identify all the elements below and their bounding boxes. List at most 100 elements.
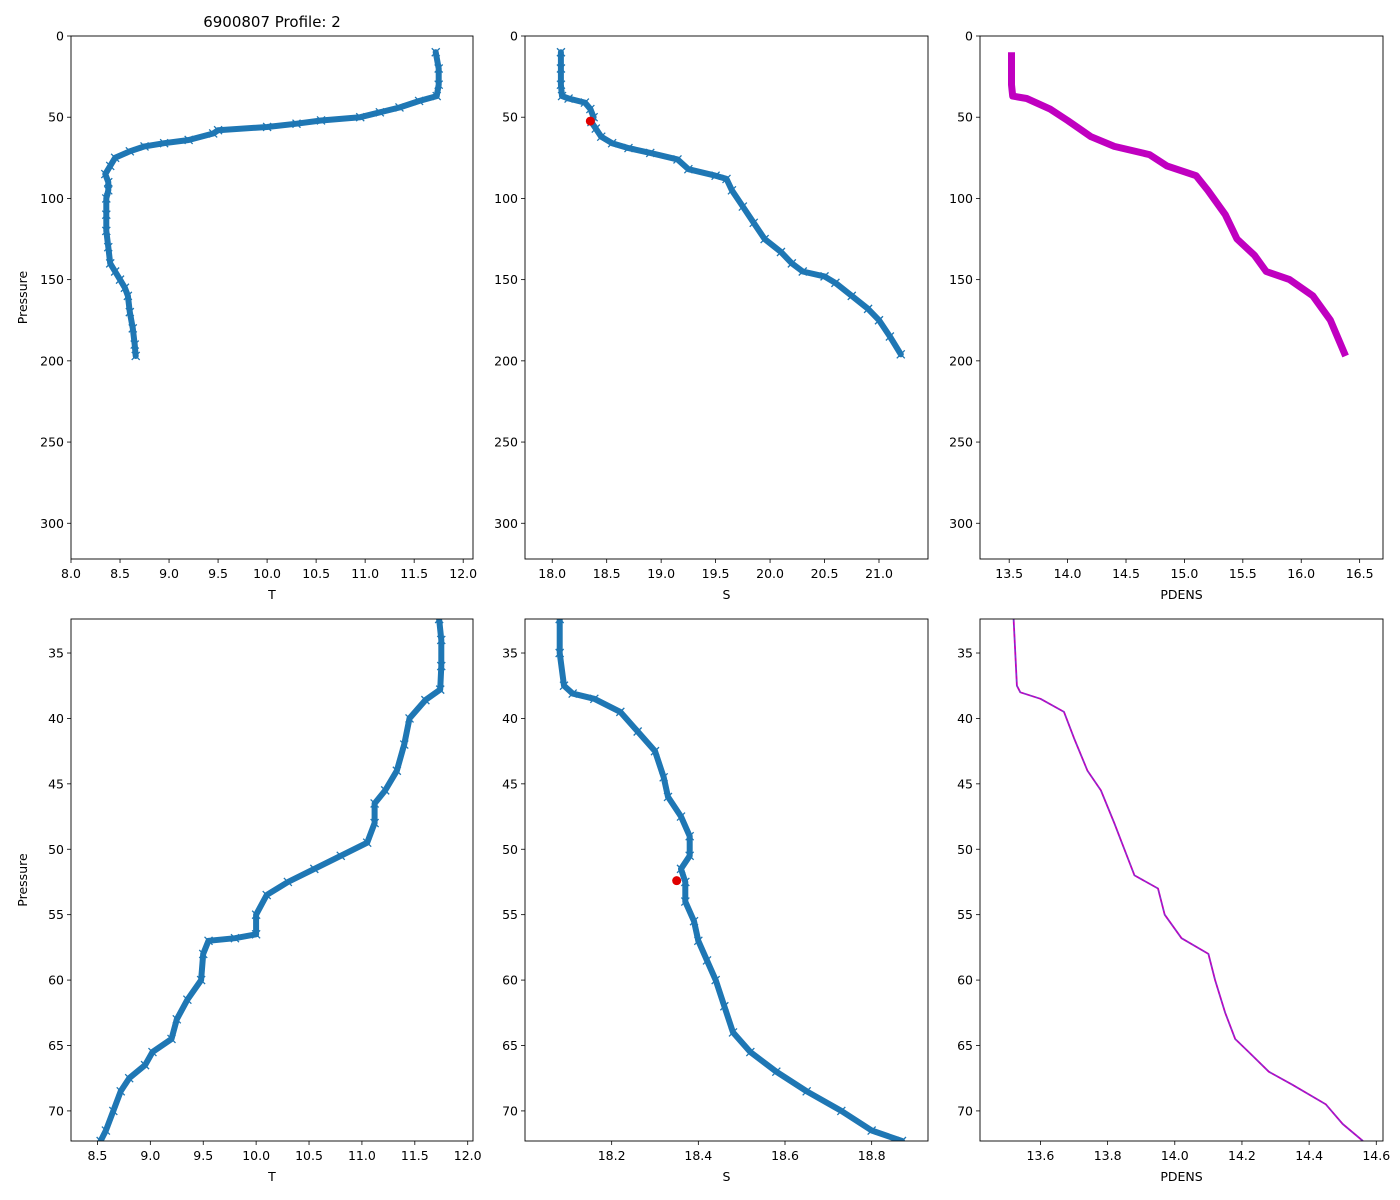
- data-point: [830, 278, 840, 288]
- y-tick-label: 300: [949, 516, 973, 531]
- series-band-T: [102, 49, 442, 359]
- data-point: [676, 812, 686, 822]
- data-point: [336, 851, 346, 861]
- y-tick-label: 50: [502, 110, 518, 125]
- data-point: [436, 635, 446, 645]
- data-point: [370, 799, 380, 808]
- x-tick-label: 11.0: [351, 566, 379, 581]
- y-tick-label: 250: [40, 435, 64, 450]
- data-point: [125, 146, 135, 156]
- data-point: [820, 271, 829, 281]
- plot-area: [1008, 52, 1349, 358]
- series-line-PDENS: [1012, 619, 1364, 1141]
- data-point: [727, 185, 737, 195]
- data-point: [316, 116, 326, 125]
- x-axis-label: PDENS: [1160, 587, 1202, 602]
- axes-frame: [524, 35, 929, 560]
- data-point: [680, 897, 690, 907]
- data-point: [130, 340, 140, 350]
- y-tick-label: 45: [502, 776, 518, 791]
- highlight-point: [585, 116, 595, 126]
- y-tick-label: 45: [48, 776, 64, 791]
- y-tick-label: 0: [965, 29, 973, 44]
- data-point: [395, 103, 404, 112]
- data-point: [101, 226, 111, 236]
- y-tick-label: 200: [40, 353, 64, 368]
- data-point: [580, 98, 590, 108]
- data-point: [131, 351, 141, 361]
- chart-pdens-full: 13.5 14.0 14.5 15.0 15.5 16.0 16.5 0 50 100 150 200…: [949, 29, 1384, 602]
- y-tick-label: 300: [494, 516, 518, 531]
- axes-frame: [70, 618, 474, 1142]
- x-tick-label: 18.4: [684, 1148, 712, 1163]
- data-point: [711, 975, 721, 985]
- data-point: [380, 785, 390, 795]
- data-point: [719, 1001, 729, 1011]
- data-point: [110, 267, 120, 276]
- data-point: [776, 247, 786, 257]
- data-point: [370, 818, 380, 828]
- x-tick-label: 8.0: [61, 566, 81, 581]
- y-tick-label: 50: [48, 842, 64, 857]
- data-point: [607, 138, 617, 148]
- y-tick-label: 100: [949, 191, 973, 206]
- x-tick-label: 14.0: [1161, 1148, 1189, 1163]
- data-point: [624, 143, 633, 153]
- data-point: [123, 291, 133, 301]
- chart-t-zoom: 8.5 9.0 9.5 10.0 10.5 11.0 11.5 12.0 35 40 45 50 55 6…: [15, 618, 482, 1184]
- data-point: [101, 193, 111, 203]
- x-axis-label: S: [723, 1169, 731, 1184]
- data-point: [650, 746, 660, 756]
- x-tick-label: 21.0: [865, 566, 893, 581]
- data-point: [702, 955, 712, 965]
- x-tick-label: 20.0: [756, 566, 784, 581]
- data-point: [399, 740, 409, 750]
- y-tick-label: 50: [957, 110, 973, 125]
- data-point: [555, 619, 565, 624]
- data-point: [568, 689, 578, 699]
- x-tick-label: 8.5: [110, 566, 130, 581]
- x-tick-label: 14.4: [1295, 1148, 1323, 1163]
- data-point: [749, 218, 759, 228]
- series-overlay-PDENS: [1013, 619, 1364, 1141]
- x-tick-label: 18.0: [538, 566, 566, 581]
- x-tick-label: 11.0: [348, 1148, 376, 1163]
- data-point: [392, 766, 402, 776]
- data-point: [847, 291, 857, 301]
- x-tick-label: 9.5: [208, 566, 228, 581]
- data-point: [128, 323, 138, 333]
- plot-area: [1012, 619, 1364, 1141]
- y-tick-label: 45: [957, 776, 973, 791]
- data-point: [115, 275, 125, 285]
- x-axis-label: S: [723, 587, 731, 602]
- x-tick-label: 18.6: [771, 1148, 799, 1163]
- plot-area: [100, 47, 444, 361]
- axes-frame: [70, 35, 474, 560]
- y-tick-label: 100: [494, 191, 518, 206]
- x-tick-label: 13.5: [995, 566, 1023, 581]
- data-point: [140, 141, 149, 151]
- y-tick-label: 55: [502, 907, 518, 922]
- data-point: [159, 138, 169, 148]
- series-line-T: [99, 619, 443, 1141]
- x-tick-label: 15.5: [1229, 566, 1257, 581]
- x-tick-label: 14.5: [1112, 566, 1140, 581]
- data-point: [251, 910, 261, 920]
- data-point: [208, 128, 218, 138]
- series-band-S: [557, 49, 904, 358]
- data-point: [556, 64, 566, 73]
- y-tick-label: 50: [48, 110, 64, 125]
- data-point: [434, 619, 444, 624]
- x-tick-label: 10.0: [242, 1148, 270, 1163]
- data-point: [116, 1086, 126, 1096]
- data-point: [874, 315, 884, 325]
- data-point: [897, 1136, 907, 1141]
- x-tick-label: 10.5: [295, 1148, 323, 1163]
- data-point: [596, 132, 606, 142]
- data-point: [100, 169, 110, 179]
- data-point: [251, 929, 261, 939]
- data-point: [559, 681, 569, 691]
- data-point: [101, 1126, 111, 1135]
- data-point: [103, 177, 113, 187]
- data-point: [184, 135, 194, 145]
